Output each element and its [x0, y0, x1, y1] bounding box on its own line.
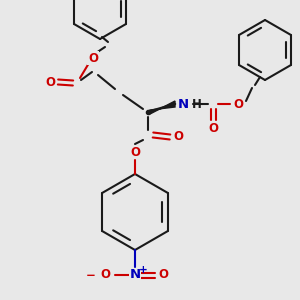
Text: +: +	[139, 265, 147, 275]
Text: H: H	[192, 98, 202, 110]
Text: N: N	[177, 98, 189, 110]
Text: −: −	[86, 268, 96, 281]
Text: O: O	[130, 146, 140, 158]
Text: O: O	[173, 130, 183, 143]
Text: O: O	[88, 52, 98, 64]
Text: O: O	[158, 268, 168, 281]
Text: N: N	[129, 268, 141, 281]
Text: O: O	[45, 76, 55, 88]
Text: O: O	[233, 98, 243, 110]
Text: O: O	[208, 122, 218, 134]
Polygon shape	[150, 101, 175, 114]
Text: O: O	[100, 268, 110, 281]
